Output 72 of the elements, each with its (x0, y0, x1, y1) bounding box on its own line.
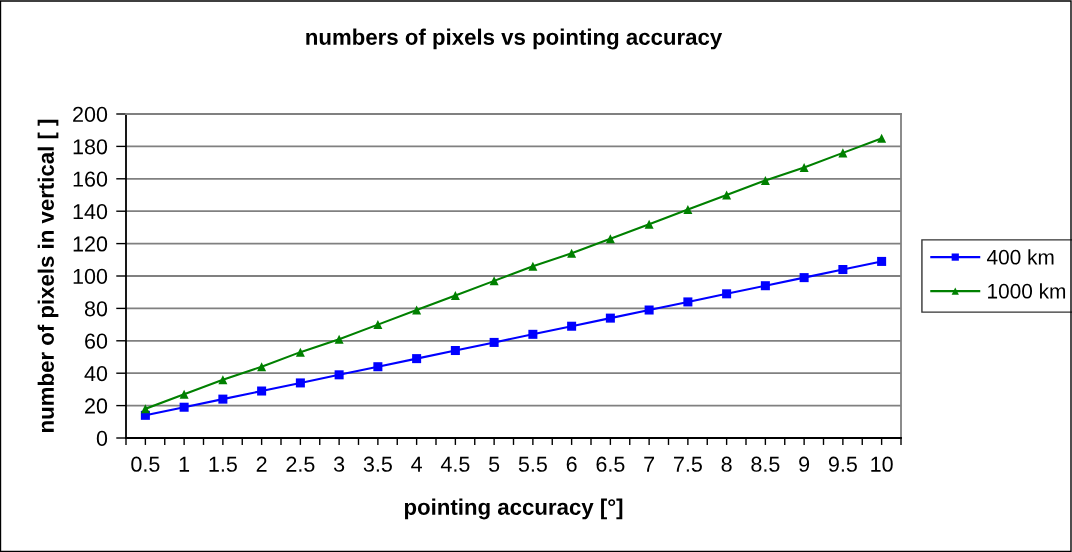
x-tick-label: 1.5 (209, 456, 237, 472)
point (218, 375, 228, 385)
x-tick-label: 10 (871, 456, 893, 472)
y-tick-label: 160 (73, 171, 108, 187)
point (295, 378, 305, 388)
legend-label: 1000 km (988, 283, 1066, 299)
x-tick-label: 3.5 (363, 456, 392, 472)
x-tick-label: 9.5 (828, 456, 857, 472)
x-tick-label: 4.5 (440, 456, 470, 472)
x-tick-label: 3 (333, 456, 345, 472)
point (295, 347, 305, 357)
point (450, 346, 460, 356)
point (257, 386, 267, 396)
point (334, 370, 344, 380)
x-tick-label: 5.5 (518, 456, 547, 472)
x-tick-label: 0.5 (131, 456, 160, 472)
point (412, 305, 422, 315)
y-tick-label: 20 (85, 398, 108, 414)
y-axis-title: number of pixels in vertical [ ] (37, 119, 59, 432)
x-tick-label: 1 (179, 456, 190, 472)
point (644, 219, 654, 229)
x-tick-label: 4 (411, 456, 422, 472)
point (799, 162, 809, 172)
point (450, 290, 460, 300)
y-tick-label: 140 (73, 203, 108, 220)
x-axis-title: pointing accuracy [°] (404, 498, 623, 520)
point (257, 362, 267, 372)
point (877, 133, 887, 143)
point (179, 402, 189, 412)
point (838, 265, 848, 275)
point (799, 273, 809, 283)
x-tick-label: 9 (799, 456, 810, 472)
x-tick-label: 8.5 (751, 456, 780, 472)
point (334, 334, 344, 344)
y-tick-label: 80 (84, 301, 108, 317)
y-tick-label: 200 (73, 106, 108, 123)
point (528, 261, 538, 271)
point (412, 354, 422, 364)
x-tick-label: 7 (644, 456, 655, 472)
point (567, 248, 577, 258)
y-tick-label: 60 (85, 333, 108, 349)
point (605, 313, 615, 323)
point (760, 281, 770, 291)
point (605, 234, 615, 244)
y-tick-label: 0 (96, 430, 108, 447)
legend-label: 400 km (986, 249, 1054, 265)
point (567, 321, 577, 331)
x-tick-label: 6.5 (596, 456, 625, 472)
x-tick-label: 5 (489, 456, 500, 472)
chart-title: numbers of pixels vs pointing accuracy (306, 28, 723, 50)
point (644, 305, 654, 315)
y-tick-label: 40 (84, 365, 108, 382)
y-tick-label: 180 (73, 139, 108, 155)
point (373, 320, 383, 330)
point (489, 337, 499, 347)
x-tick-label: 2 (256, 456, 267, 472)
point (683, 205, 693, 215)
x-tick-label: 7.5 (674, 456, 702, 472)
x-tick-label: 2.5 (286, 456, 315, 472)
point (877, 256, 887, 266)
point (722, 190, 732, 200)
point (528, 329, 538, 339)
point (760, 175, 770, 185)
point (722, 289, 732, 299)
x-tick-label: 6 (566, 456, 577, 472)
y-tick-label: 100 (73, 268, 108, 285)
point (218, 394, 228, 404)
x-tick-label: 8 (721, 456, 732, 472)
point (179, 389, 189, 399)
point (683, 297, 693, 307)
y-tick-label: 120 (73, 236, 108, 252)
point (373, 362, 383, 372)
